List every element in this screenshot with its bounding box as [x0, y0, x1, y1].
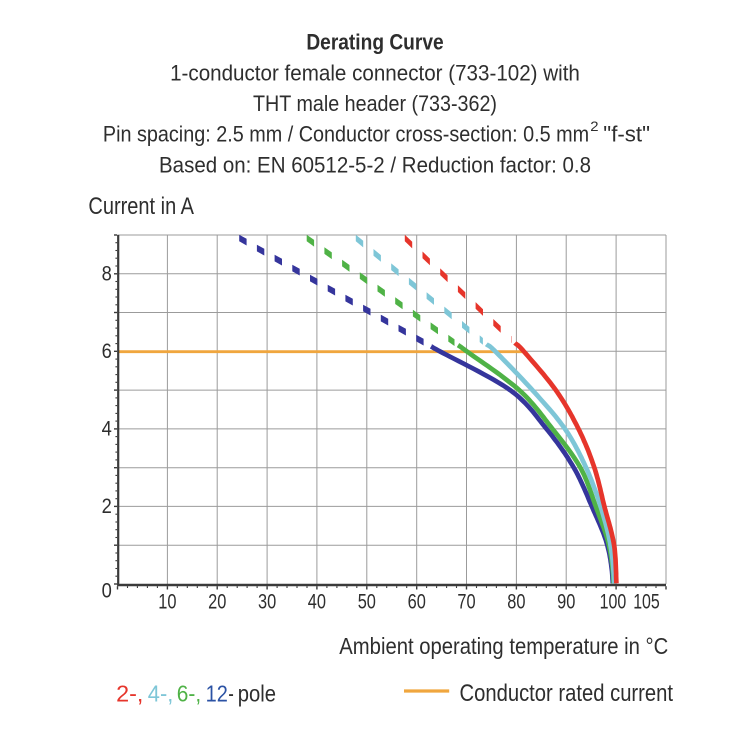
svg-text:6: 6 [102, 340, 112, 363]
svg-text:-: - [228, 681, 233, 707]
svg-text:2: 2 [590, 119, 598, 134]
svg-text:50: 50 [358, 590, 376, 613]
svg-text:6-,: 6-, [177, 681, 201, 707]
svg-text:8: 8 [102, 262, 112, 285]
svg-text:1-conductor female connector (: 1-conductor female connector (733-102) w… [170, 60, 580, 85]
svg-text:2-,: 2-, [116, 681, 143, 707]
svg-text:80: 80 [507, 590, 525, 613]
svg-text:Ambient operating temperature: Ambient operating temperature in °C [339, 633, 668, 659]
svg-text:4-,: 4-, [148, 681, 174, 707]
svg-text:12: 12 [206, 681, 228, 707]
svg-text:4: 4 [102, 418, 112, 441]
svg-text:Derating Curve: Derating Curve [306, 30, 443, 55]
svg-text:pole: pole [238, 681, 276, 707]
svg-text:90: 90 [557, 590, 575, 613]
svg-text:70: 70 [457, 590, 475, 613]
svg-text:40: 40 [308, 590, 326, 613]
svg-text:60: 60 [408, 590, 426, 613]
svg-text:THT male header (733-362): THT male header (733-362) [253, 91, 497, 116]
svg-text:10: 10 [158, 590, 176, 613]
svg-text:100: 100 [600, 590, 627, 613]
svg-text:30: 30 [258, 590, 276, 613]
svg-text:105: 105 [633, 590, 660, 613]
svg-text:20: 20 [208, 590, 226, 613]
svg-text:2: 2 [102, 495, 112, 518]
svg-text:0: 0 [102, 580, 112, 603]
svg-text:Based on: EN 60512-5-2 / Reduc: Based on: EN 60512-5-2 / Reduction facto… [159, 152, 591, 177]
svg-text:"f-st": "f-st" [603, 122, 650, 147]
svg-text:Current in A: Current in A [88, 193, 194, 220]
svg-text:Conductor rated current: Conductor rated current [460, 680, 674, 707]
svg-text:Pin spacing: 2.5 mm / Conducto: Pin spacing: 2.5 mm / Conductor cross-se… [103, 122, 589, 147]
